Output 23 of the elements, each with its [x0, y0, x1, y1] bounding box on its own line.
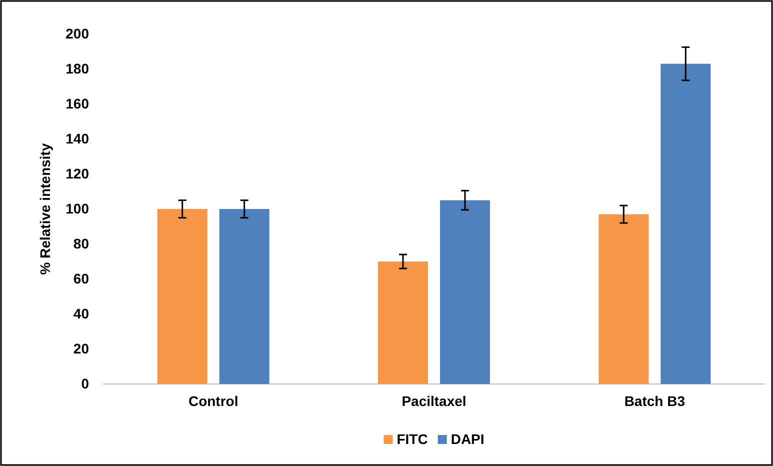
y-tick-label: 20 — [73, 340, 90, 356]
y-tick-label: 120 — [66, 165, 90, 182]
bar — [660, 64, 711, 384]
y-tick-label: 160 — [66, 95, 90, 112]
y-tick-label: 180 — [66, 60, 90, 76]
y-axis-title: % Relative intensity — [37, 143, 53, 275]
bar — [440, 200, 490, 384]
bar — [157, 209, 208, 384]
legend-label: DAPI — [450, 431, 484, 447]
y-tick-label: 40 — [73, 305, 90, 322]
x-tick-label: Control — [188, 392, 238, 409]
y-tick-label: 200 — [66, 25, 90, 42]
y-tick-label: 80 — [73, 235, 90, 252]
y-tick-label: 0 — [81, 375, 90, 392]
y-tick-label: 60 — [73, 270, 90, 286]
bar — [378, 262, 428, 384]
legend-label: FITC — [396, 431, 428, 447]
x-tick-label: Paciltaxel — [402, 392, 466, 409]
bar — [598, 214, 649, 384]
y-tick-label: 140 — [66, 130, 90, 146]
x-tick-label: Batch B3 — [624, 392, 686, 409]
bar — [219, 209, 270, 384]
y-tick-label: 100 — [66, 200, 90, 216]
